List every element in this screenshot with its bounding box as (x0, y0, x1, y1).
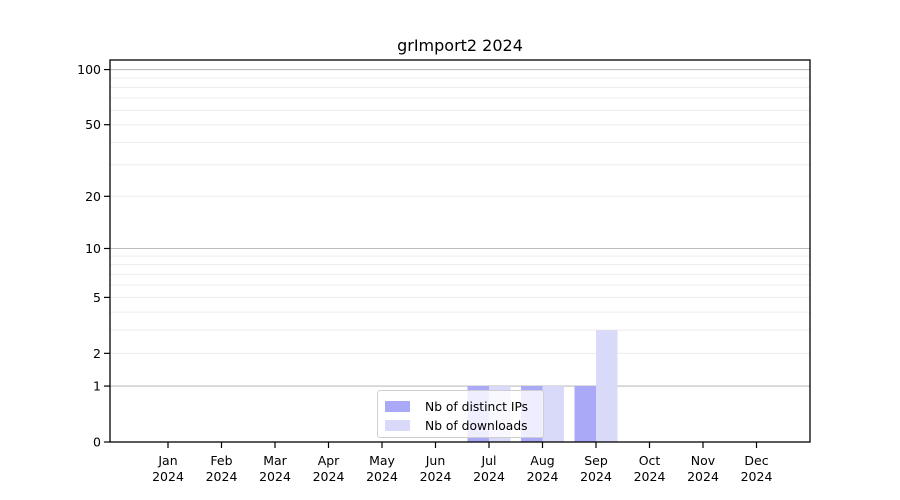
x-tick-label-year: 2024 (634, 469, 666, 484)
legend-label-distinct-ips: Nb of distinct IPs (425, 399, 529, 414)
x-tick-label-year: 2024 (259, 469, 291, 484)
bar-nb-of-distinct-ips-sep-2024 (574, 386, 596, 442)
y-tick-label: 20 (85, 189, 101, 204)
bar-nb-of-downloads-aug-2024 (542, 386, 564, 442)
x-tick-label-year: 2024 (366, 469, 398, 484)
x-tick-label-month: Sep (584, 453, 608, 468)
x-tick-label-month: Oct (639, 453, 661, 468)
x-tick-label-month: May (369, 453, 395, 468)
x-tick-label-year: 2024 (206, 469, 238, 484)
chart-title: grImport2 2024 (397, 36, 523, 55)
legend-label-downloads: Nb of downloads (425, 418, 528, 433)
x-tick-label-year: 2024 (741, 469, 773, 484)
y-tick-label: 50 (85, 117, 101, 132)
x-tick-label-month: Jul (480, 453, 496, 468)
y-tick-label: 0 (93, 435, 101, 450)
x-tick-label-year: 2024 (527, 469, 559, 484)
x-tick-label-year: 2024 (152, 469, 184, 484)
x-tick-label-month: Apr (318, 453, 340, 468)
legend-swatch-downloads (385, 420, 410, 431)
legend-swatch-distinct-ips (385, 401, 410, 412)
y-tick-label: 5 (93, 290, 101, 305)
plot-border (109, 59, 811, 443)
y-tick-label: 1 (93, 379, 101, 394)
x-tick-label-year: 2024 (313, 469, 345, 484)
x-tick-label-year: 2024 (580, 469, 612, 484)
y-tick-label: 10 (85, 241, 101, 256)
legend-item-distinct-ips: Nb of distinct IPs (385, 397, 536, 416)
x-tick-label-month: Aug (530, 453, 554, 468)
x-tick-label-month: Mar (263, 453, 287, 468)
y-tick-label: 100 (77, 62, 101, 77)
x-tick-label-month: Feb (210, 453, 232, 468)
x-tick-label-month: Jun (425, 453, 446, 468)
x-tick-label-year: 2024 (473, 469, 505, 484)
x-tick-label-year: 2024 (687, 469, 719, 484)
legend-item-downloads: Nb of downloads (385, 416, 536, 435)
x-tick-label-month: Dec (744, 453, 768, 468)
x-tick-label-month: Jan (157, 453, 177, 468)
x-tick-label-year: 2024 (420, 469, 452, 484)
y-tick-label: 2 (93, 346, 101, 361)
x-tick-label-month: Nov (691, 453, 716, 468)
legend: Nb of distinct IPs Nb of downloads (377, 390, 544, 438)
bar-nb-of-downloads-sep-2024 (596, 330, 618, 442)
